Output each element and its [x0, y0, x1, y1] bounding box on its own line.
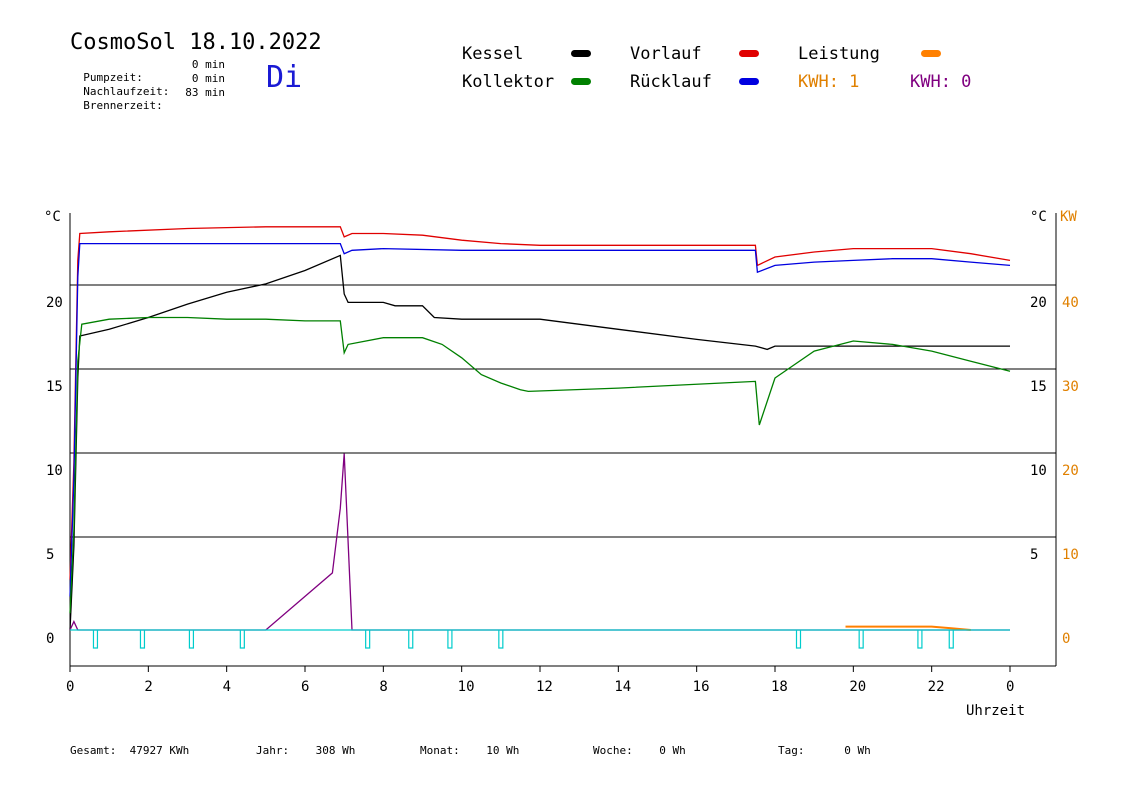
stat-pumpzeit: Pumpzeit: 0 min	[70, 58, 225, 97]
kw-tick-label: 40	[1062, 295, 1079, 311]
legend-ruecklauf-swatch	[739, 78, 759, 85]
series-line-r-cklauf	[69, 242, 1011, 597]
x-tick-label: 8	[379, 679, 387, 695]
x-tick-label: 12	[536, 679, 553, 695]
series-line-kollektor	[69, 316, 1011, 614]
legend-vorlauf-label: Vorlauf	[630, 44, 702, 64]
y-tick-label: 10	[46, 463, 63, 479]
pump-pulse	[92, 630, 99, 649]
legend-kessel-swatch	[571, 50, 591, 57]
footer-value: 0 Wh	[844, 744, 871, 757]
legend-kollektor-label: Kollektor	[462, 72, 555, 92]
pump-pulse	[498, 630, 504, 649]
pump-pulse	[447, 630, 453, 649]
right-tick-label: 5	[1030, 547, 1038, 563]
stat-label: Nachlaufzeit:	[83, 85, 170, 98]
y-tick-label: 20	[46, 295, 63, 311]
footer-value: 308 Wh	[315, 744, 356, 757]
footer-monat: Monat: 10 Wh	[420, 744, 519, 757]
right-tick-label: 20	[1030, 295, 1047, 311]
legend-leistung-label: Leistung	[798, 44, 880, 64]
footer-value: 10 Wh	[486, 744, 520, 757]
pump-pulse	[858, 630, 864, 649]
kw-unit-label: KW	[1060, 209, 1077, 225]
footer-gesamt: Gesamt: 47927 KWh	[70, 744, 189, 757]
legend-leistung-swatch	[921, 50, 941, 57]
legend-vorlauf-swatch	[739, 50, 759, 57]
legend-kwh2-label: KWH: 0	[910, 72, 972, 92]
pump-pulse	[948, 630, 954, 649]
kw-tick-label: 30	[1062, 379, 1079, 395]
stat-value: 0 min	[191, 72, 225, 85]
footer-label: Gesamt:	[70, 744, 117, 757]
x-tick-label: 0	[1006, 679, 1014, 695]
y-tick-label: 5	[46, 547, 54, 563]
x-tick-label: 20	[849, 679, 866, 695]
y-unit-label: °C	[44, 209, 61, 225]
x-tick-label: 0	[66, 679, 74, 695]
stat-label: Pumpzeit:	[83, 71, 143, 84]
pump-pulse	[795, 630, 802, 649]
kw-tick-label: 20	[1062, 463, 1079, 479]
pump-pulse	[239, 630, 245, 649]
page-title: CosmoSol 18.10.2022	[70, 30, 322, 55]
legend-kwh1-label: KWH: 1	[798, 72, 860, 92]
kw-tick-label: 10	[1062, 547, 1079, 563]
stat-value: 0 min	[191, 58, 225, 71]
stat-label: Brennerzeit:	[83, 99, 163, 112]
x-tick-label: 2	[144, 679, 152, 695]
footer-value: 0 Wh	[659, 744, 686, 757]
series-line-kwh-0	[69, 453, 1010, 631]
series-line-leistung	[845, 625, 971, 631]
footer-woche: Woche: 0 Wh	[593, 744, 686, 757]
legend-ruecklauf-label: Rücklauf	[630, 72, 712, 92]
pump-pulse	[365, 630, 371, 649]
x-tick-label: 18	[771, 679, 788, 695]
x-tick-label: 16	[693, 679, 710, 695]
footer-tag: Tag: 0 Wh	[778, 744, 871, 757]
series-line-kessel	[69, 254, 1010, 631]
x-axis-label: Uhrzeit	[966, 703, 1025, 719]
stat-brennerzeit: Brennerzeit: 83 min	[70, 86, 225, 125]
y-tick-label: 0	[46, 631, 54, 647]
pump-pulse	[139, 630, 146, 649]
series-line-vorlauf	[69, 226, 1011, 580]
weekday-label: Di	[266, 60, 303, 95]
x-tick-label: 4	[223, 679, 231, 695]
footer-label: Tag:	[778, 744, 805, 757]
pump-pulse	[408, 630, 414, 649]
footer-label: Jahr:	[256, 744, 290, 757]
footer-label: Monat:	[420, 744, 460, 757]
legend-kollektor-swatch	[571, 78, 591, 85]
x-tick-label: 22	[928, 679, 945, 695]
x-tick-label: 6	[301, 679, 309, 695]
footer-label: Woche:	[593, 744, 633, 757]
right-tick-label: 10	[1030, 463, 1047, 479]
y-tick-label: 15	[46, 379, 63, 395]
legend-kessel-label: Kessel	[462, 44, 524, 64]
x-tick-label: 10	[458, 679, 475, 695]
stat-nachlaufzeit: Nachlaufzeit: 0 min	[70, 72, 225, 111]
footer-jahr: Jahr: 308 Wh	[256, 744, 355, 757]
stat-value: 83 min	[185, 86, 225, 99]
right-tick-label: 15	[1030, 379, 1047, 395]
x-tick-label: 14	[614, 679, 631, 695]
footer-value: 47927 KWh	[129, 744, 190, 757]
right-unit-label: °C	[1030, 209, 1047, 225]
pump-pulse	[188, 630, 195, 649]
pump-pulse	[917, 630, 923, 649]
kw-tick-label: 0	[1062, 631, 1070, 647]
